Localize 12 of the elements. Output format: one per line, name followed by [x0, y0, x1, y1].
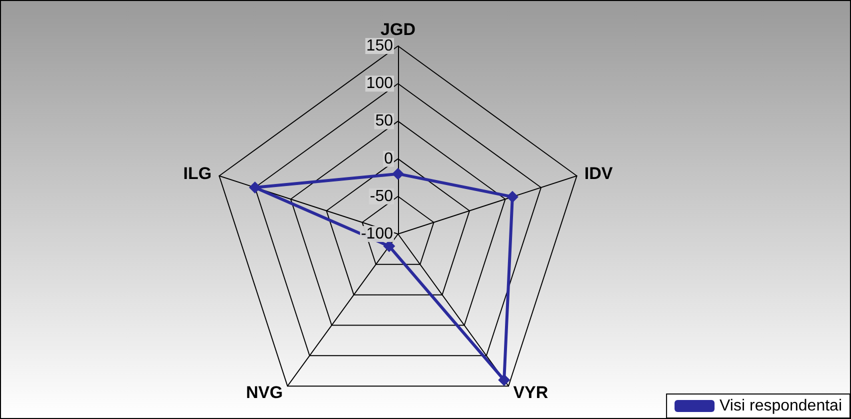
- spoke-label: ILG: [183, 164, 212, 183]
- spoke-label: IDV: [584, 164, 614, 183]
- legend-label: Visi respondentai: [720, 398, 842, 414]
- y-tick-label: 50: [375, 112, 394, 130]
- y-tick-label: -100: [360, 226, 394, 242]
- y-tick-label: 100: [366, 75, 394, 92]
- spoke-label: NVG: [246, 383, 283, 402]
- spoke-label: VYR: [513, 383, 548, 402]
- y-tick-label: -50: [370, 188, 394, 205]
- y-tick-label: 0: [384, 150, 394, 168]
- y-tick-label: 150: [366, 38, 394, 54]
- spoke-label: JGD: [380, 20, 416, 39]
